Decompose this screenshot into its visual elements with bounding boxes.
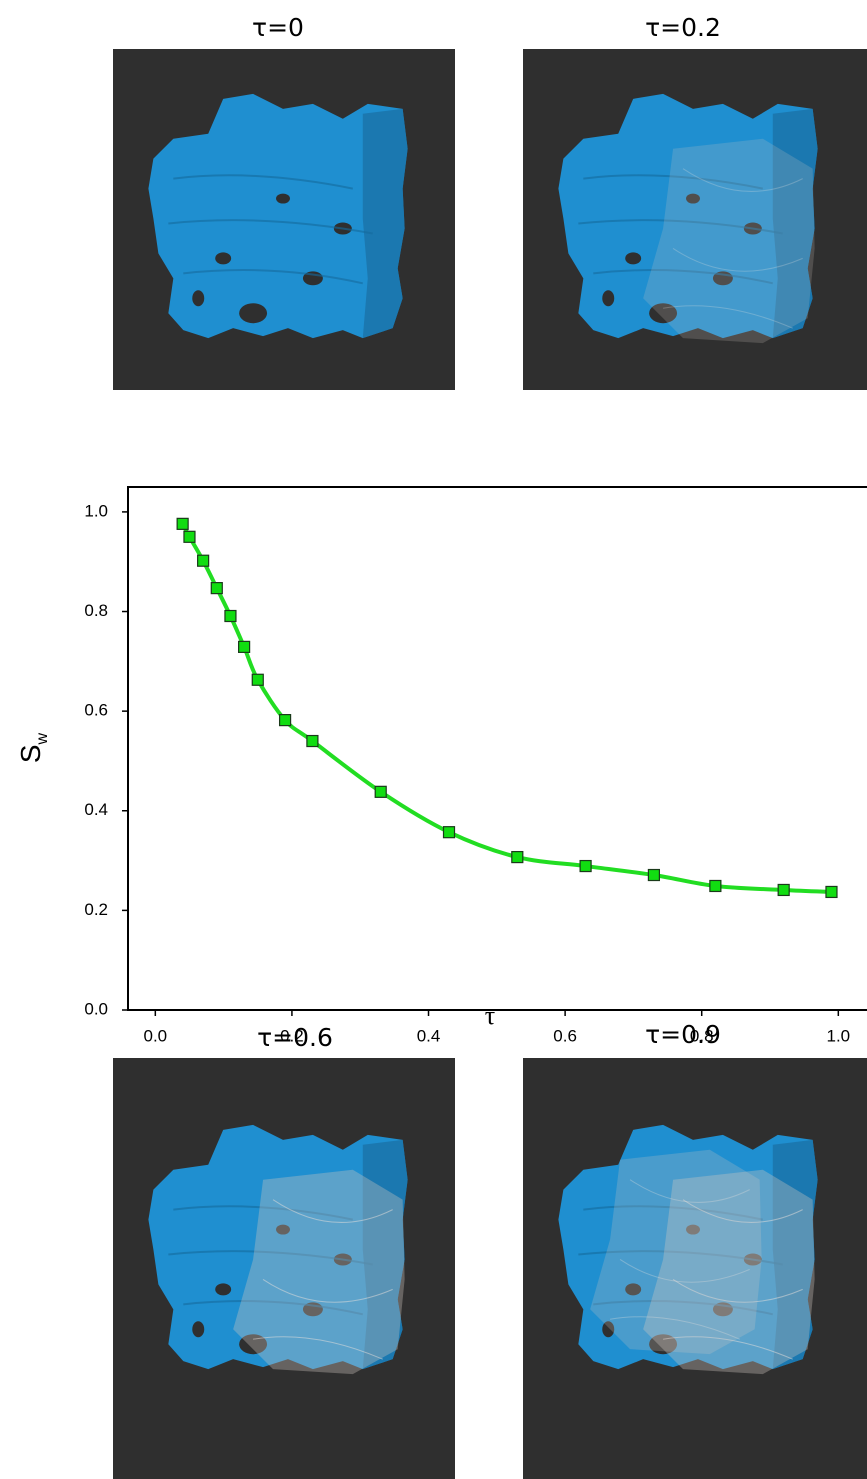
panel-label: τ=0.2 (645, 13, 721, 42)
data-point (579, 859, 592, 873)
data-point (777, 883, 790, 897)
y-tick-label: 0.4 (84, 800, 108, 819)
x-tick-label: 0.8 (690, 1026, 714, 1045)
data-point (176, 517, 189, 530)
data-point (238, 640, 251, 653)
panel-label: τ=0.9 (645, 1020, 721, 1049)
y-axis-label-sub: w (34, 732, 51, 745)
y-tick-label: 1.0 (84, 501, 108, 520)
data-point (306, 734, 319, 748)
x-tick-label: 0.4 (417, 1026, 441, 1045)
data-point (442, 826, 456, 839)
series-line (180, 522, 832, 894)
data-point (374, 785, 387, 798)
y-axis-label-main: S (15, 744, 46, 763)
data-point (197, 554, 210, 567)
data-point (278, 714, 292, 727)
data-point (511, 850, 524, 864)
y-axis-label: Sw (15, 732, 51, 763)
x-tick-label: 0.6 (553, 1026, 577, 1045)
data-point (251, 673, 264, 686)
x-tick-label: 0.0 (143, 1026, 167, 1045)
y-tick-label: 0.0 (84, 999, 108, 1018)
panel-label: τ=0.6 (257, 1023, 333, 1052)
x-axis-label: τ (485, 1001, 495, 1030)
chart: τ Sw 0.0 0.2 0.4 0.6 0.8 1.0 0.0 0.2 0.4 0.6 0.8 1.… (15, 486, 867, 1045)
panel-label: τ=0 (252, 13, 304, 42)
y-tick-label: 0.8 (84, 601, 108, 620)
data-point (709, 879, 722, 893)
data-point (647, 868, 661, 882)
x-tick-label: 0.2 (280, 1026, 304, 1045)
y-tick-label: 0.6 (84, 701, 108, 720)
data-point (224, 609, 237, 623)
x-tick-label: 1.0 (826, 1026, 850, 1045)
data-point (210, 582, 223, 595)
y-tick-label: 0.2 (84, 900, 108, 919)
data-point (825, 885, 838, 899)
data-point (183, 530, 196, 543)
